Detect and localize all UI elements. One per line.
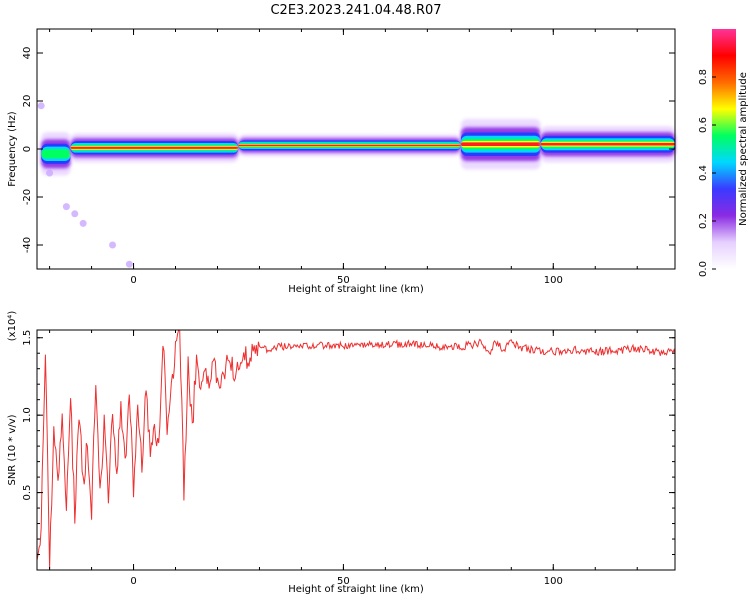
colorbar-tick-label: 0.2 xyxy=(698,213,709,229)
snr-series-line xyxy=(36,329,676,569)
snr-y-ticks: 0.5 1.0 1.5 xyxy=(22,330,675,556)
spectrogram-x-tick-label: 100 xyxy=(544,275,563,286)
figure-title: C2E3.2023.241.04.48.R07 xyxy=(270,3,441,18)
spectrogram-ridge-band xyxy=(540,142,675,146)
spectrogram-scatter-point xyxy=(62,203,70,211)
snr-x-tick-label: 100 xyxy=(544,576,563,587)
colorbar-ticks: 0.0 0.2 0.4 0.6 0.8 xyxy=(698,69,716,277)
colorbar-tick-label: 0.6 xyxy=(698,117,709,133)
spectrogram-scatter-point xyxy=(37,102,45,110)
spectrogram-scatter-point xyxy=(109,241,117,249)
spectrogram-ridge-band xyxy=(460,142,541,147)
spectrogram-x-tick-label: 0 xyxy=(130,275,136,286)
spectrogram-panel: 0 50 100 40 20 0 -20 -40 Height of straight li… xyxy=(7,28,676,295)
spectrogram-y-ticks: 40 20 0 -20 -40 xyxy=(22,47,675,253)
snr-y-tick-label: 1.0 xyxy=(22,407,33,423)
snr-x-tick-label: 50 xyxy=(337,576,350,587)
spectrogram-y-tick-label: 0 xyxy=(22,146,33,152)
snr-x-ticks: 0 50 100 xyxy=(49,330,638,587)
colorbar-tick-label: 0.0 xyxy=(698,261,709,277)
spectrogram-y-tick-label: 20 xyxy=(22,95,33,108)
snr-y-tick-label: 0.5 xyxy=(22,485,33,501)
spectrogram-x-label: Height of straight line (km) xyxy=(288,284,424,295)
snr-frame xyxy=(36,329,676,571)
spectrogram-y-tick-label: -40 xyxy=(22,237,33,253)
colorbar-label: Normalized spectral amplitude xyxy=(738,72,749,226)
snr-y-label: SNR (10 * v/v) xyxy=(7,414,18,485)
spectrogram-scatter-point xyxy=(46,169,54,177)
colorbar-tick-label: 0.4 xyxy=(698,165,709,181)
spectrogram-ridge-band xyxy=(41,149,71,159)
spectrogram-ridge-band xyxy=(70,146,239,149)
spectrogram-scatter-point xyxy=(125,260,133,268)
spectrogram-scatter-point xyxy=(79,219,87,227)
spectrogram-y-tick-label: 40 xyxy=(22,47,33,60)
spectrogram-y-label: Frequency (Hz) xyxy=(7,111,18,187)
spectrogram-x-ticks: 0 50 100 xyxy=(49,29,638,286)
snr-panel: 0 50 100 0.5 1.0 1.5 Height of straight line… xyxy=(7,311,676,595)
snr-y-tick-label: 1.5 xyxy=(22,330,33,346)
snr-x-tick-label: 0 xyxy=(130,576,136,587)
colorbar-gradient xyxy=(712,29,736,269)
colorbar: 0.0 0.2 0.4 0.6 0.8 Normalized spectral ampl… xyxy=(698,29,749,277)
spectrogram-ridge-band xyxy=(238,144,461,147)
snr-x-label: Height of straight line (km) xyxy=(288,584,424,595)
spectrogram-x-tick-label: 50 xyxy=(337,275,350,286)
colorbar-tick-label: 0.8 xyxy=(698,69,709,85)
spectrogram-scatter-point xyxy=(71,210,79,218)
spectrogram-image xyxy=(37,102,675,268)
spectrogram-y-tick-label: -20 xyxy=(22,189,33,205)
snr-y-exponent: (x10⁴) xyxy=(7,311,18,342)
